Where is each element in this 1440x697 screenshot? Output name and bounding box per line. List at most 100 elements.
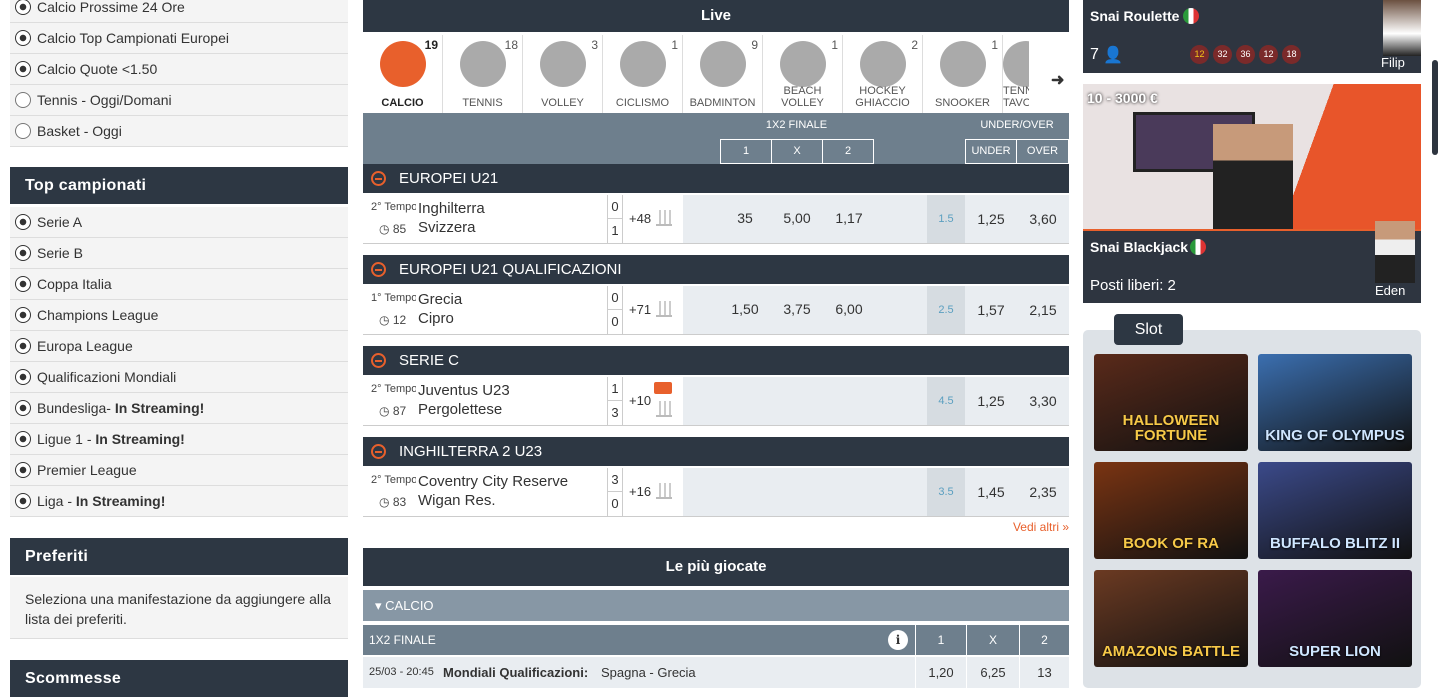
sport-count: 19 (424, 38, 438, 52)
competition-header[interactable]: EUROPEI U21 QUALIFICAZIONI (363, 255, 1069, 284)
more-markets-link[interactable]: +10 (629, 393, 652, 408)
uo-line: 4.5 (927, 377, 965, 425)
sport-tab-snooker[interactable]: 1 SNOOKER (923, 35, 1003, 113)
scrollbar-thumb[interactable] (1432, 60, 1438, 155)
sport-label: SNOOKER (934, 97, 990, 109)
match-row: 1° Tempo ◷ 12 Grecia Cipro 0 0 +71 1,50 3,75 6,00… (363, 286, 1069, 335)
competition-header[interactable]: INGHILTERRA 2 U23 (363, 437, 1069, 466)
see-more-link[interactable]: Vedi altri » (1012, 520, 1069, 534)
odd-button[interactable]: 1,17 (835, 210, 863, 226)
top-league-item[interactable]: Coppa Italia (10, 269, 348, 300)
sport-tab-volley[interactable]: 3 VOLLEY (523, 35, 603, 113)
blackjack-card[interactable]: 10 - 3000 € Snai Blackjack Posti liberi:… (1083, 84, 1421, 303)
popular-col-x: X (966, 625, 1019, 655)
casino-panel: Snai Roulette 7 👤 12 32 36 12 18 Filip 10 - … (1083, 0, 1421, 688)
popular-odd-2[interactable]: 13 (1019, 657, 1069, 688)
sport-tab-ciclismo[interactable]: 1 CICLISMO (603, 35, 683, 113)
under-odd[interactable]: 1,45 (965, 468, 1017, 516)
quick-link-label: Basket - Oggi (37, 123, 122, 139)
info-icon[interactable]: i (888, 630, 908, 650)
stats-icon[interactable] (656, 301, 672, 317)
popular-sport-toggle[interactable]: ▾ CALCIO (363, 590, 1069, 621)
top-league-item[interactable]: Serie A (10, 207, 348, 238)
under-odd[interactable]: 1,25 (965, 195, 1017, 243)
market-1x2-label: 1X2 FINALE (765, 119, 828, 131)
home-team: Juventus U23 (418, 382, 510, 399)
top-league-item[interactable]: Ligue 1 - In Streaming! (10, 424, 348, 455)
odd-button[interactable]: 6,00 (835, 301, 863, 317)
more-markets-link[interactable]: +71 (629, 302, 652, 317)
competition-header[interactable]: EUROPEI U21 (363, 164, 1069, 193)
sport-tab-tennis[interactable]: 18 TENNIS (443, 35, 523, 113)
quick-link[interactable]: Basket - Oggi (10, 116, 348, 147)
odd-button[interactable]: 1,50 (731, 301, 759, 317)
collapse-icon[interactable] (371, 171, 386, 186)
top-league-item[interactable]: Europa League (10, 331, 348, 362)
sport-count: 1 (671, 38, 678, 52)
popular-col-1: 1 (915, 625, 966, 655)
more-markets-link[interactable]: +48 (629, 211, 652, 226)
slot-game[interactable]: KING OF OLYMPUS (1258, 354, 1412, 451)
away-team: Pergolettese (418, 401, 503, 418)
quick-link[interactable]: Tennis - Oggi/Domani (10, 85, 348, 116)
top-league-item[interactable]: Premier League (10, 455, 348, 486)
sport-tab-tennis-tavolo[interactable]: TENNIS TAVOLO (1003, 35, 1029, 113)
competition-name: EUROPEI U21 (399, 170, 499, 187)
odd-button[interactable]: 3,75 (783, 301, 811, 317)
slot-game[interactable]: BOOK OF RA (1094, 462, 1248, 559)
quick-link[interactable]: Calcio Quote <1.50 (10, 54, 348, 85)
league-label: Serie B (37, 245, 83, 261)
popular-odd-x[interactable]: 6,25 (966, 657, 1019, 688)
over-odd[interactable]: 3,30 (1017, 377, 1069, 425)
sport-tab-calcio[interactable]: 19 CALCIO (363, 35, 443, 113)
roulette-number: 12 (1259, 45, 1278, 64)
top-league-item[interactable]: Champions League (10, 300, 348, 331)
slot-tab[interactable]: Slot (1114, 314, 1183, 345)
top-league-item[interactable]: Liga - In Streaming! (10, 486, 348, 517)
roulette-card[interactable]: Snai Roulette 7 👤 12 32 36 12 18 Filip (1083, 0, 1421, 73)
top-league-item[interactable]: Bundesliga- In Streaming! (10, 393, 348, 424)
sport-tab-beach-volley[interactable]: 1 BEACH VOLLEY (763, 35, 843, 113)
stats-icon[interactable] (656, 401, 672, 417)
over-odd[interactable]: 3,60 (1017, 195, 1069, 243)
slot-game[interactable]: SUPER LION (1258, 570, 1412, 667)
tennis-ball-icon (15, 92, 31, 108)
sport-count: 18 (504, 38, 518, 52)
competition-header[interactable]: SERIE C (363, 346, 1069, 375)
slot-game[interactable]: AMAZONS BATTLE (1094, 570, 1248, 667)
odd-button[interactable]: 35 (737, 210, 753, 226)
more-markets-link[interactable]: +16 (629, 484, 652, 499)
arrow-right-icon[interactable]: ➜ (1051, 72, 1065, 89)
over-odd[interactable]: 2,35 (1017, 468, 1069, 516)
over-odd[interactable]: 2,15 (1017, 286, 1069, 334)
user-icon: 👤 (1103, 47, 1123, 64)
collapse-icon[interactable] (371, 353, 386, 368)
quick-link[interactable]: Calcio Prossime 24 Ore (10, 0, 348, 23)
top-league-item[interactable]: Serie B (10, 238, 348, 269)
sport-count: 2 (911, 38, 918, 52)
video-icon[interactable] (654, 382, 672, 394)
popular-odd-1[interactable]: 1,20 (915, 657, 966, 688)
collapse-icon[interactable] (371, 262, 386, 277)
sport-tab-hockey-ghiaccio[interactable]: 2 HOCKEY GHIACCIO (843, 35, 923, 113)
preferiti-text: Seleziona una manifestazione da aggiunge… (10, 577, 348, 639)
sport-tab-badminton[interactable]: 9 BADMINTON (683, 35, 763, 113)
sport-label: BADMINTON (689, 97, 756, 109)
quick-link[interactable]: Calcio Top Campionati Europei (10, 23, 348, 54)
match-minute: ◷ 85 (379, 222, 407, 236)
away-team: Wigan Res. (418, 492, 496, 509)
odd-button[interactable]: 5,00 (783, 210, 811, 226)
soccer-ball-icon (15, 369, 31, 385)
slot-game[interactable]: BUFFALO BLITZ II (1258, 462, 1412, 559)
slot-game[interactable]: HALLOWEEN FORTUNE (1094, 354, 1248, 451)
top-league-item[interactable]: Qualificazioni Mondiali (10, 362, 348, 393)
match-minute: ◷ 12 (379, 313, 407, 327)
stats-icon[interactable] (656, 210, 672, 226)
under-odd[interactable]: 1,57 (965, 286, 1017, 334)
popular-row: 25/03 - 20:45 Mondiali Qualificazioni: S… (363, 657, 1069, 688)
dealer-photo (1383, 0, 1421, 56)
collapse-icon[interactable] (371, 444, 386, 459)
stats-icon[interactable] (656, 483, 672, 499)
under-odd[interactable]: 1,25 (965, 377, 1017, 425)
streaming-label: In Streaming! (75, 493, 166, 509)
